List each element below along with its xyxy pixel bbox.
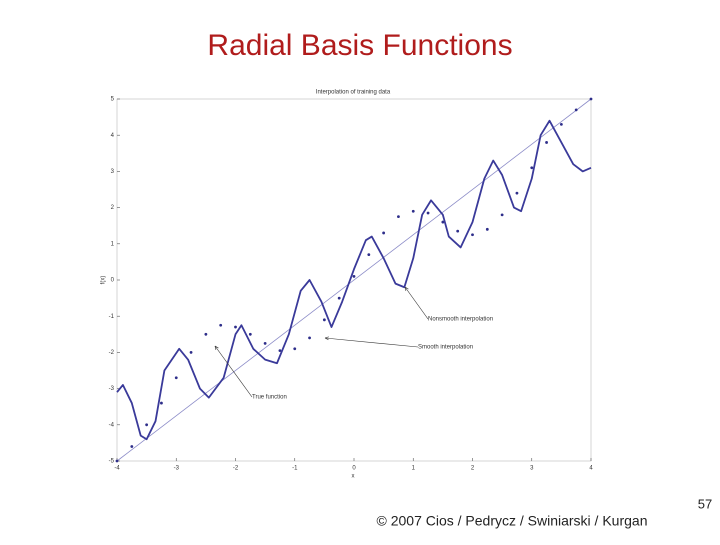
annotation-label: Nonsmooth interpolation	[428, 317, 493, 323]
y-tick-label: 4	[111, 133, 115, 139]
data-dot	[130, 445, 134, 448]
y-tick-label: -5	[109, 459, 115, 465]
y-tick-label: 5	[111, 97, 115, 103]
annotation-arrow	[404, 286, 429, 320]
annotation-arrow	[214, 345, 253, 398]
data-line	[116, 98, 592, 462]
y-axis-label: f(x)	[101, 276, 107, 285]
data-dot	[248, 332, 252, 336]
data-line	[116, 119, 592, 441]
data-dot	[278, 349, 282, 352]
x-tick-label: 3	[530, 466, 534, 472]
x-tick-label: 2	[471, 466, 475, 472]
data-dot	[115, 459, 119, 463]
data-dot	[219, 323, 223, 327]
data-dot	[426, 211, 430, 215]
x-axis-label: x	[352, 474, 355, 480]
annotation-arrowhead	[214, 345, 219, 350]
data-dot	[189, 351, 193, 354]
data-dot	[545, 141, 548, 144]
data-dot	[500, 213, 504, 217]
x-tick-label: 0	[352, 466, 356, 472]
y-tick-label: 1	[111, 241, 115, 247]
y-tick-label: 3	[111, 169, 115, 175]
page-number: 57	[698, 496, 712, 511]
y-tick-label: -1	[109, 314, 115, 320]
y-tick-label: 0	[111, 278, 115, 284]
data-dot	[559, 122, 563, 126]
data-dot	[471, 233, 474, 237]
y-tick-label: 2	[111, 205, 115, 211]
data-dot	[382, 231, 386, 235]
data-dot	[589, 97, 593, 101]
annotation-arrowhead	[324, 336, 329, 341]
data-dot	[441, 220, 445, 224]
x-tick-label: 4	[589, 466, 593, 472]
data-dot	[397, 215, 400, 219]
data-dot	[322, 318, 326, 322]
data-dot	[574, 108, 578, 112]
footer: © 2007 Cios / Pedrycz / Swiniarski / Kur…	[377, 513, 648, 529]
data-dot	[411, 209, 415, 213]
data-dot	[530, 166, 534, 170]
data-dot	[367, 253, 371, 257]
annotation-label: Smooth interpolation	[418, 345, 473, 351]
data-dot	[456, 229, 460, 233]
data-dot	[337, 296, 341, 300]
data-dot	[174, 376, 178, 380]
y-tick-label: -3	[109, 386, 115, 392]
x-tick-label: -1	[292, 466, 298, 472]
data-dot	[204, 332, 208, 336]
data-dot	[308, 336, 311, 340]
data-dot	[485, 227, 489, 231]
y-tick-label: -4	[109, 422, 115, 428]
data-dot	[352, 274, 356, 278]
x-tick-label: -2	[233, 466, 239, 472]
data-dot	[160, 401, 163, 405]
annotation-arrow	[324, 337, 419, 348]
y-tick-label: -2	[109, 350, 115, 356]
annotation-arrowhead	[404, 286, 409, 291]
x-tick-label: -4	[114, 466, 120, 472]
x-tick-label: -3	[174, 466, 180, 472]
annotation-label: True function	[252, 395, 287, 401]
data-dot	[515, 191, 519, 195]
data-dot	[293, 347, 297, 351]
data-dot	[234, 325, 237, 329]
chart-title: Interpolation of training data	[316, 90, 391, 96]
slide-title: Radial Basis Functions	[207, 29, 512, 62]
data-dot	[145, 423, 149, 427]
data-dot	[263, 341, 267, 345]
x-tick-label: 1	[412, 466, 416, 472]
